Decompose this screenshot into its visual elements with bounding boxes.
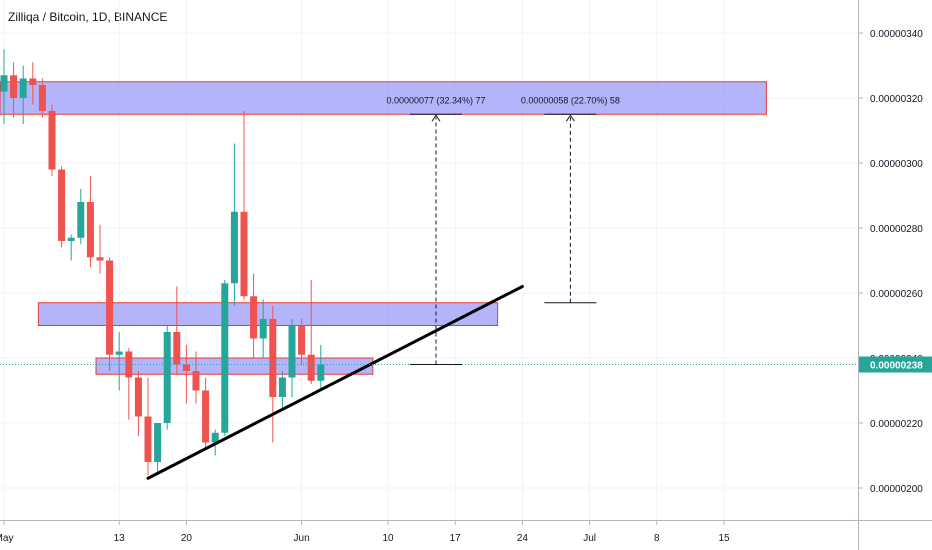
candle-body xyxy=(86,202,94,258)
candle-body xyxy=(269,319,277,397)
candle-body xyxy=(192,371,200,391)
candle-body xyxy=(106,260,114,355)
candle-body xyxy=(298,325,306,355)
zone-1 xyxy=(0,81,767,115)
candle-body xyxy=(307,354,315,381)
x-tick-label: 15 xyxy=(718,533,730,544)
zone-3 xyxy=(95,357,374,375)
measure-arrow-2 xyxy=(565,114,575,122)
x-tick-label: 17 xyxy=(450,533,462,544)
last-price-badge xyxy=(859,356,932,373)
candle-body xyxy=(38,85,46,111)
candle-body xyxy=(48,111,56,170)
candle-body xyxy=(96,257,104,261)
x-tick-label: 24 xyxy=(517,533,529,544)
candle-body xyxy=(115,351,123,355)
candle-body xyxy=(211,432,219,443)
trendline xyxy=(146,285,524,480)
measure-label-1: 0.00000077 (32.34%) 77 xyxy=(386,95,485,105)
candle-body xyxy=(288,325,296,378)
candle-body xyxy=(240,211,248,297)
candle-body xyxy=(134,377,142,417)
x-tick-label: Jul xyxy=(583,533,596,544)
x-tick-label: 20 xyxy=(181,533,193,544)
zone-2 xyxy=(37,302,499,326)
y-tick-label: 0.00000220 xyxy=(870,419,923,430)
candle-body xyxy=(221,283,229,433)
last-price-label: 0.00000238 xyxy=(870,361,923,372)
candle-body xyxy=(67,237,75,241)
y-tick-label: 0.00000280 xyxy=(870,224,923,235)
candle-body xyxy=(202,390,210,443)
candle-body xyxy=(125,351,133,378)
candle-body xyxy=(230,211,238,284)
candle-body xyxy=(182,364,190,371)
candle-body xyxy=(144,416,152,462)
y-tick-label: 0.00000260 xyxy=(870,289,923,300)
candle-body xyxy=(250,296,258,339)
candle-body xyxy=(0,75,8,92)
candle-body xyxy=(10,75,18,98)
x-tick-label: 10 xyxy=(382,533,394,544)
y-tick-label: 0.00000300 xyxy=(870,159,923,170)
measure-arrow-1 xyxy=(431,114,441,122)
candle-body xyxy=(77,202,85,238)
x-tick-label: 8 xyxy=(654,533,660,544)
candle-body xyxy=(19,78,27,98)
y-tick-label: 0.00000200 xyxy=(870,484,923,495)
candle-body xyxy=(173,332,181,365)
candle-body xyxy=(154,423,162,462)
x-tick-label: 13 xyxy=(114,533,126,544)
x-tick-label: Jun xyxy=(294,533,310,544)
measure-label-2: 0.00000058 (22.70%) 58 xyxy=(521,95,620,105)
candle-body xyxy=(317,364,325,381)
x-tick-label: May xyxy=(0,533,13,544)
candle-body xyxy=(259,319,267,339)
candle-body xyxy=(29,78,37,85)
chart-title: Zilliqa / Bitcoin, 1D, BINANCE xyxy=(8,10,168,24)
candle-body xyxy=(58,169,66,241)
y-tick-label: 0.00000340 xyxy=(870,29,923,40)
candle-body xyxy=(278,377,286,397)
candle-body xyxy=(163,332,171,423)
y-tick-label: 0.00000320 xyxy=(870,94,923,105)
